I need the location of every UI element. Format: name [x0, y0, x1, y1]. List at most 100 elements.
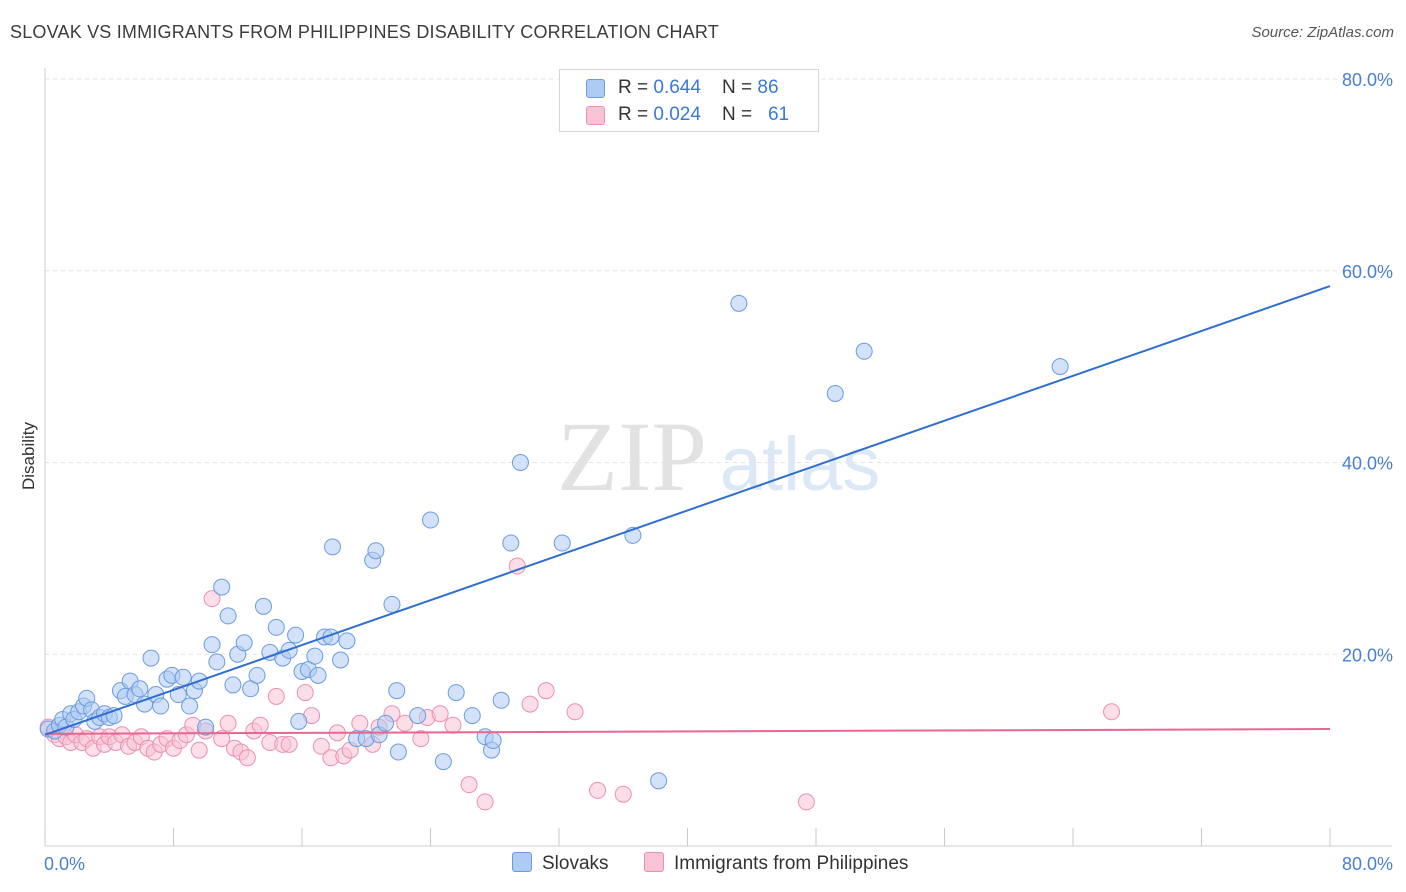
point-philippines — [537, 682, 555, 700]
point-philippines — [213, 730, 231, 748]
point-slovaks — [553, 534, 571, 552]
legend-n-value: 86 — [757, 77, 779, 98]
bottom-legend-philippines: Immigrants from Philippines — [644, 852, 908, 875]
point-philippines — [190, 741, 208, 759]
point-slovaks — [338, 632, 356, 650]
point-slovaks — [219, 607, 237, 625]
legend-swatch-philippines — [586, 106, 605, 125]
point-slovaks — [309, 666, 327, 684]
point-slovaks — [367, 542, 385, 560]
point-slovaks — [181, 697, 199, 715]
point-slovaks — [267, 618, 285, 636]
legend-n-label: N = — [722, 77, 758, 98]
y-tick-label: 40.0% — [1342, 454, 1393, 474]
point-philippines — [444, 716, 462, 734]
legend-n-label: N = — [722, 104, 758, 125]
point-slovaks — [826, 384, 844, 402]
point-philippines — [797, 793, 815, 811]
point-philippines — [296, 684, 314, 702]
point-slovaks — [1051, 358, 1069, 376]
bottom-legend-label-slovaks: Slovaks — [542, 853, 609, 874]
axes — [44, 68, 1392, 847]
point-slovaks — [131, 680, 149, 698]
trend-line-philippines — [44, 728, 1331, 735]
point-slovaks — [502, 534, 520, 552]
legend-r-label: R = — [618, 77, 654, 98]
point-slovaks — [254, 597, 272, 615]
point-slovaks — [389, 743, 407, 761]
point-slovaks — [197, 718, 215, 736]
point-slovaks — [306, 647, 324, 665]
point-slovaks — [324, 538, 342, 556]
point-slovaks — [484, 732, 502, 750]
point-slovaks — [650, 772, 668, 790]
point-philippines — [412, 730, 430, 748]
point-slovaks — [409, 707, 427, 725]
point-slovaks — [208, 653, 226, 671]
point-philippines — [219, 714, 237, 732]
point-philippines — [460, 776, 478, 794]
point-slovaks — [463, 707, 481, 725]
grid-lines — [45, 78, 1392, 655]
point-philippines — [589, 781, 607, 799]
legend-r-label: R = — [618, 104, 654, 125]
point-philippines — [251, 716, 269, 734]
point-slovaks — [422, 511, 439, 529]
x-tick-label: 80.0% — [1342, 854, 1393, 874]
point-philippines — [521, 695, 539, 713]
legend-r-value: 0.644 — [653, 77, 701, 98]
legend: R = 0.644 N = 86 R = 0.024 N = 61 — [559, 69, 819, 132]
legend-n-value: 61 — [767, 104, 790, 125]
x-tick-label: 0.0% — [44, 854, 85, 874]
point-slovaks — [855, 342, 873, 360]
point-slovaks — [290, 712, 308, 730]
point-slovaks — [152, 697, 170, 715]
bottom-legend-slovaks: Slovaks — [512, 852, 609, 875]
point-philippines — [614, 785, 632, 803]
point-slovaks — [730, 294, 748, 312]
trend-line-slovaks — [44, 285, 1331, 736]
point-slovaks — [377, 714, 395, 732]
bottom-legend-swatch-philippines — [644, 852, 664, 872]
y-tick-label: 60.0% — [1342, 262, 1393, 282]
y-tick-label: 80.0% — [1342, 70, 1393, 90]
point-philippines — [396, 714, 414, 732]
y-tick-label: 20.0% — [1342, 645, 1393, 665]
point-slovaks — [511, 454, 529, 471]
point-slovaks — [383, 595, 401, 613]
point-slovaks — [203, 636, 221, 654]
chart-title: SLOVAK VS IMMIGRANTS FROM PHILIPPINES DI… — [10, 22, 720, 42]
tick-labels: 20.0% 40.0% 60.0% 80.0% 0.0% 80.0% — [44, 70, 1393, 874]
point-philippines — [566, 703, 584, 721]
point-slovaks — [332, 651, 350, 669]
point-philippines — [1103, 703, 1121, 721]
point-philippines — [431, 705, 449, 723]
point-philippines — [312, 737, 330, 755]
legend-swatch-slovaks — [586, 79, 605, 98]
point-philippines — [280, 735, 298, 753]
watermark-atlas: atlas — [720, 422, 881, 507]
series-slovaks — [39, 93, 1069, 790]
point-slovaks — [492, 691, 510, 709]
source-label: Source: ZipAtlas.com — [1251, 24, 1394, 41]
point-slovaks — [447, 684, 465, 702]
watermark-zip: ZIP — [557, 401, 707, 512]
point-slovaks — [213, 578, 231, 596]
point-slovaks — [142, 649, 160, 667]
legend-r-value: 0.024 — [653, 104, 701, 125]
point-slovaks — [434, 753, 452, 771]
point-slovaks — [287, 626, 305, 644]
point-philippines — [267, 687, 285, 705]
point-philippines — [351, 714, 369, 732]
y-axis-label: Disability — [19, 421, 38, 490]
point-slovaks — [235, 634, 253, 652]
point-slovaks — [388, 682, 406, 700]
point-slovaks — [174, 668, 192, 686]
bottom-legend-swatch-slovaks — [512, 852, 532, 872]
point-philippines — [476, 793, 494, 811]
point-slovaks — [224, 676, 242, 694]
watermark: ZIP atlas — [557, 401, 880, 512]
point-philippines — [203, 590, 221, 608]
bottom-legend-label-philippines: Immigrants from Philippines — [674, 853, 909, 874]
